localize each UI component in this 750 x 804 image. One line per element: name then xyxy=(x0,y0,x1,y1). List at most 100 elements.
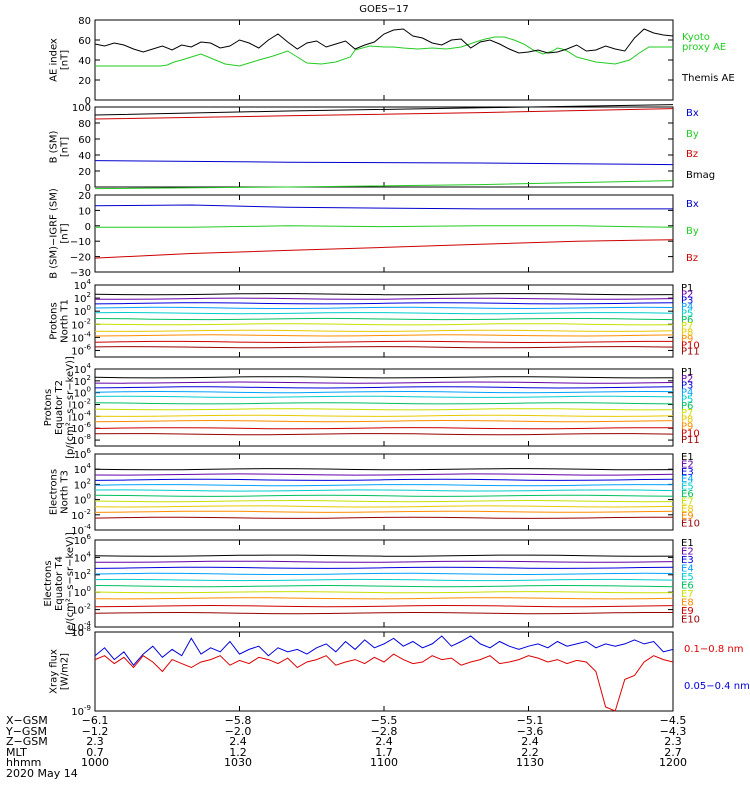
footer-value: 2.4 xyxy=(229,735,247,748)
legend-proxy-ae: proxy AE xyxy=(682,42,726,53)
legend-e1: E1 xyxy=(681,538,694,549)
legend-e1: E1 xyxy=(681,452,694,463)
footer-value: −4.5 xyxy=(660,714,687,727)
series-line-p6 xyxy=(94,402,674,405)
y-tick-label: 100 xyxy=(72,103,91,114)
y-tick-exponent: 0 xyxy=(87,304,91,312)
legend-p4: P4 xyxy=(681,387,693,398)
legend-e9: E9 xyxy=(681,606,694,617)
y-tick-label: 0 xyxy=(85,96,91,107)
footer-value: 2.2 xyxy=(521,746,539,759)
legend-p5: P5 xyxy=(681,394,693,405)
legend-by: By xyxy=(686,226,699,237)
y-tick-exponent: -6 xyxy=(84,343,92,351)
legend-e8: E8 xyxy=(681,504,694,515)
legend-e2: E2 xyxy=(681,547,694,558)
y-tick-exponent: 6 xyxy=(87,447,92,455)
y-tick-label: 10 xyxy=(78,206,91,217)
y-tick-base: 10 xyxy=(74,307,87,318)
series-line-e2 xyxy=(94,473,674,476)
y-tick-base: 10 xyxy=(71,623,84,634)
series-line-e2 xyxy=(95,560,674,563)
footer-label-mlt: MLT xyxy=(6,746,27,759)
legend-p11: P11 xyxy=(681,347,700,358)
y-tick-label: −20 xyxy=(70,253,91,264)
footer-value: −5.5 xyxy=(371,714,398,727)
series-line-p10 xyxy=(94,340,673,344)
series-line-e10 xyxy=(94,516,673,519)
y-tick-exponent: 2 xyxy=(87,477,91,485)
series-line-p11 xyxy=(94,346,674,349)
footer-value: −3.6 xyxy=(517,725,544,738)
footer-value: 1200 xyxy=(659,756,687,769)
y-tick-base: 10 xyxy=(74,294,87,305)
y-axis-label: Xray flux xyxy=(49,649,60,694)
y-axis-label: Equator T4 xyxy=(54,556,65,611)
legend-p7: P7 xyxy=(681,408,693,419)
footer-value: −4.3 xyxy=(660,725,687,738)
y-tick-label: 10-2 xyxy=(71,508,91,522)
footer-label-y−gsm: Y−GSM xyxy=(5,725,47,738)
y-tick-label: 10-8 xyxy=(71,625,91,639)
y-tick-label: 20 xyxy=(78,191,91,202)
y-tick-label: 102 xyxy=(74,374,91,388)
y-tick-label: 100 xyxy=(74,493,91,507)
series-line-p7 xyxy=(94,408,674,411)
series-line-by xyxy=(94,180,674,190)
y-tick-base: 10 xyxy=(74,365,87,376)
y-axis-label: B (SM) xyxy=(49,130,60,163)
legend-p7: P7 xyxy=(681,321,693,332)
y-tick-exponent: 6 xyxy=(87,533,92,541)
y-tick-label: −10 xyxy=(70,237,91,248)
y-tick-label: 100 xyxy=(74,304,91,318)
legend-p1: P1 xyxy=(681,367,693,378)
y-tick-label: 20 xyxy=(78,167,91,178)
legend-xray-short: 0.05−0.4 nm xyxy=(684,681,750,692)
series-line-p1 xyxy=(94,376,674,379)
legend-e8: E8 xyxy=(681,598,694,609)
y-tick-exponent: -6 xyxy=(84,421,92,429)
legend-p8: P8 xyxy=(681,415,693,426)
y-tick-base: 10 xyxy=(74,465,87,476)
series-line-e7 xyxy=(94,591,674,594)
series-line-e6 xyxy=(94,494,674,497)
y-tick-exponent: -4 xyxy=(84,409,92,417)
footer-value: −2.8 xyxy=(371,725,398,738)
y-tick-base: 10 xyxy=(74,377,87,388)
y-tick-base: 10 xyxy=(74,571,87,582)
legend-e6: E6 xyxy=(681,581,694,592)
y-tick-base: 10 xyxy=(71,320,84,331)
y-tick-label: 60 xyxy=(78,36,91,47)
footer-value: 1130 xyxy=(516,756,544,769)
footer-value: 2.4 xyxy=(375,735,393,748)
y-tick-exponent: 4 xyxy=(87,362,92,370)
legend-by: By xyxy=(686,129,699,140)
panel-3: −30 −20 −10 0 10 20 B (SM)−IGRF (SM) [nT] xyxy=(49,188,674,279)
y-tick-base: 10 xyxy=(74,480,87,491)
y-tick-exponent: -2 xyxy=(84,317,91,325)
y-tick-exponent: 0 xyxy=(87,386,91,394)
y-tick-label: 10-9 xyxy=(71,704,91,718)
y-tick-exponent: -4 xyxy=(84,523,92,531)
y-tick-exponent: 4 xyxy=(87,278,92,286)
legend-bmag: Bmag xyxy=(686,170,715,181)
y-tick-base: 10 xyxy=(74,450,87,461)
legend-e10: E10 xyxy=(681,615,700,626)
footer-value: −1.2 xyxy=(82,725,109,738)
series-line-e6 xyxy=(94,584,674,588)
series-line-e4 xyxy=(94,484,674,487)
legend-p11: P11 xyxy=(681,435,700,446)
footer-label-x−gsm: X−GSM xyxy=(6,714,48,727)
y-tick-label: 60 xyxy=(78,135,91,146)
y-tick-label: 106 xyxy=(74,533,92,547)
footer-value: 2.4 xyxy=(521,735,539,748)
y-tick-base: 10 xyxy=(74,536,87,547)
series-line-0-05-0-4-nm xyxy=(94,635,674,667)
series-line-e4 xyxy=(94,572,674,576)
y-tick-label: 102 xyxy=(74,568,91,582)
y-tick-label: 10-4 xyxy=(71,523,91,537)
series-line-e8 xyxy=(94,597,674,600)
y-tick-exponent: 2 xyxy=(87,568,91,576)
